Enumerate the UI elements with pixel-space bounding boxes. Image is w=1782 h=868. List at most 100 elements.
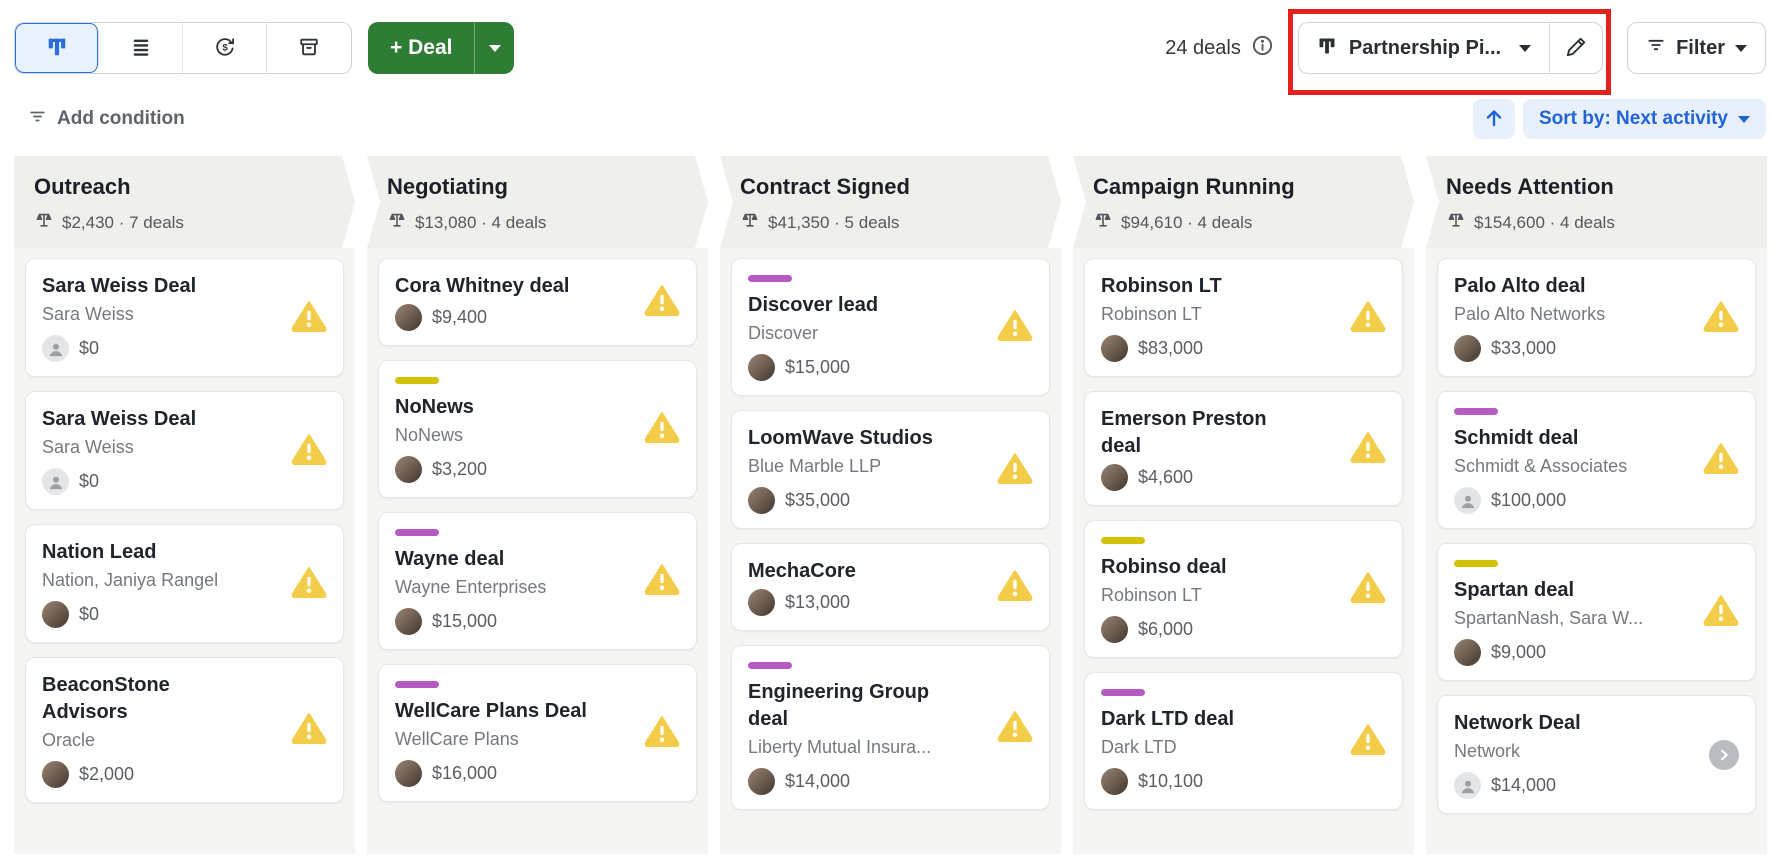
add-condition-button[interactable]: Add condition — [22, 106, 191, 133]
deal-card[interactable]: Cora Whitney deal $9,400 — [378, 258, 697, 346]
deal-title: NoNews — [395, 396, 474, 418]
deal-label — [1454, 408, 1498, 415]
board: Outreach $2,430 · 7 deals Sara Weiss Dea… — [0, 142, 1782, 854]
deal-footer: $13,000 — [748, 589, 1033, 616]
deal-value: $15,000 — [785, 357, 851, 377]
add-deal-button[interactable]: + Deal — [368, 22, 475, 74]
deal-card[interactable]: WellCare Plans Deal WellCare Plans $16,0… — [378, 664, 697, 802]
deal-title: Sara Weiss Deal — [42, 275, 197, 297]
filter-label: Filter — [1676, 36, 1725, 59]
deal-footer: $6,000 — [1101, 616, 1386, 643]
warning-icon — [644, 410, 680, 448]
deal-value: $3,200 — [432, 459, 488, 479]
deal-label — [748, 662, 792, 669]
avatar — [42, 335, 69, 362]
avatar — [748, 487, 775, 514]
deal-footer: $83,000 — [1101, 335, 1386, 362]
deal-card[interactable]: Nation Lead Nation, Janiya Rangel $0 — [25, 524, 344, 643]
deal-subtitle: Palo Alto Networks — [1454, 304, 1606, 324]
kanban-icon — [46, 36, 68, 61]
column-title: Outreach — [34, 174, 131, 199]
avatar — [1454, 772, 1481, 799]
pipeline-column: Contract Signed $41,350 · 5 deals Discov… — [720, 156, 1061, 854]
archive-view-button[interactable] — [267, 23, 351, 73]
kanban-view-button[interactable] — [15, 23, 99, 73]
warning-icon — [291, 299, 327, 337]
deal-title: Spartan deal — [1454, 579, 1575, 601]
avatar — [42, 761, 69, 788]
deal-title: Palo Alto deal — [1454, 275, 1586, 297]
warning-icon — [291, 711, 327, 749]
deal-subtitle: SpartanNash, Sara W... — [1454, 608, 1644, 628]
column-body: Robinson LT Robinson LT $83,000 Emerson … — [1073, 248, 1414, 854]
deal-card[interactable]: Emerson Preston deal $4,600 — [1084, 391, 1403, 506]
column-body: Discover lead Discover $15,000 LoomWave … — [720, 248, 1061, 854]
deal-title: MechaCore — [748, 560, 856, 582]
deal-value: $100,000 — [1491, 490, 1567, 510]
avatar — [395, 608, 422, 635]
add-deal-dropdown-button[interactable] — [474, 22, 515, 74]
deal-card[interactable]: Sara Weiss Deal Sara Weiss $0 — [25, 258, 344, 377]
pencil-icon — [1565, 36, 1587, 61]
deal-card[interactable]: LoomWave Studios Blue Marble LLP $35,000 — [731, 410, 1050, 529]
info-icon[interactable] — [1251, 34, 1274, 62]
deal-footer: $16,000 — [395, 760, 680, 787]
deal-footer: $35,000 — [748, 487, 1033, 514]
avatar — [395, 304, 422, 331]
sort-by-button[interactable]: Sort by: Next activity — [1523, 99, 1766, 139]
avatar — [748, 354, 775, 381]
column-title: Needs Attention — [1446, 174, 1614, 199]
deal-title: Emerson Preston deal — [1101, 408, 1267, 457]
deals-count: 24 deals — [1165, 36, 1241, 59]
deal-card[interactable]: NoNews NoNews $3,200 — [378, 360, 697, 498]
deal-card[interactable]: Robinson LT Robinson LT $83,000 — [1084, 258, 1403, 377]
add-condition-label: Add condition — [57, 108, 185, 129]
edit-pipeline-button[interactable] — [1550, 23, 1602, 73]
deal-title: Sara Weiss Deal — [42, 408, 197, 430]
deal-value: $4,600 — [1138, 467, 1194, 487]
deal-label — [1101, 537, 1145, 544]
deal-card[interactable]: Sara Weiss Deal Sara Weiss $0 — [25, 391, 344, 510]
warning-icon — [1703, 299, 1739, 337]
deal-card[interactable]: Dark LTD deal Dark LTD $10,100 — [1084, 672, 1403, 810]
deal-card[interactable]: Engineering Group deal Liberty Mutual In… — [731, 645, 1050, 810]
deal-card[interactable]: Spartan deal SpartanNash, Sara W... $9,0… — [1437, 543, 1756, 681]
list-view-button[interactable] — [99, 23, 183, 73]
deal-card[interactable]: Palo Alto deal Palo Alto Networks $33,00… — [1437, 258, 1756, 377]
list-icon — [130, 36, 152, 61]
column-header: Outreach $2,430 · 7 deals — [14, 156, 355, 248]
forecast-view-button[interactable]: $ — [183, 23, 267, 73]
deal-card[interactable]: Network Deal Network $14,000 — [1437, 695, 1756, 814]
deal-value: $33,000 — [1491, 338, 1557, 358]
deal-subtitle: NoNews — [395, 425, 464, 445]
deal-card[interactable]: Schmidt deal Schmidt & Associates $100,0… — [1437, 391, 1756, 529]
avatar — [42, 601, 69, 628]
column-stats: $2,430 · 7 deals — [34, 210, 335, 235]
deal-card[interactable]: Discover lead Discover $15,000 — [731, 258, 1050, 396]
avatar — [1454, 487, 1481, 514]
sort-by-label: Sort by: Next activity — [1539, 108, 1728, 129]
deal-card[interactable]: Wayne deal Wayne Enterprises $15,000 — [378, 512, 697, 650]
column-stats: $41,350 · 5 deals — [740, 210, 1041, 235]
filter-button[interactable]: Filter — [1627, 22, 1766, 74]
pipeline-dropdown[interactable]: Partnership Pi... — [1299, 36, 1549, 61]
scale-icon — [740, 210, 760, 235]
warning-icon — [644, 283, 680, 321]
deal-footer: $2,000 — [42, 761, 327, 788]
deal-label — [395, 377, 439, 384]
sort-direction-button[interactable] — [1473, 99, 1515, 139]
deal-card[interactable]: BeaconStone Advisors Oracle $2,000 — [25, 657, 344, 803]
deal-value: $15,000 — [432, 611, 498, 631]
deal-card[interactable]: MechaCore $13,000 — [731, 543, 1050, 631]
column-header: Needs Attention $154,600 · 4 deals — [1426, 156, 1767, 248]
chevron-right-icon[interactable] — [1709, 739, 1739, 770]
deal-footer: $14,000 — [748, 768, 1033, 795]
deal-footer: $4,600 — [1101, 464, 1386, 491]
column-title: Campaign Running — [1093, 174, 1295, 199]
deal-value: $14,000 — [1491, 775, 1557, 795]
warning-icon — [291, 565, 327, 603]
deal-card[interactable]: Robinso deal Robinson LT $6,000 — [1084, 520, 1403, 658]
warning-icon — [1350, 430, 1386, 468]
pipeline-column: Campaign Running $94,610 · 4 deals Robin… — [1073, 156, 1414, 854]
deal-subtitle: Sara Weiss — [42, 304, 134, 324]
